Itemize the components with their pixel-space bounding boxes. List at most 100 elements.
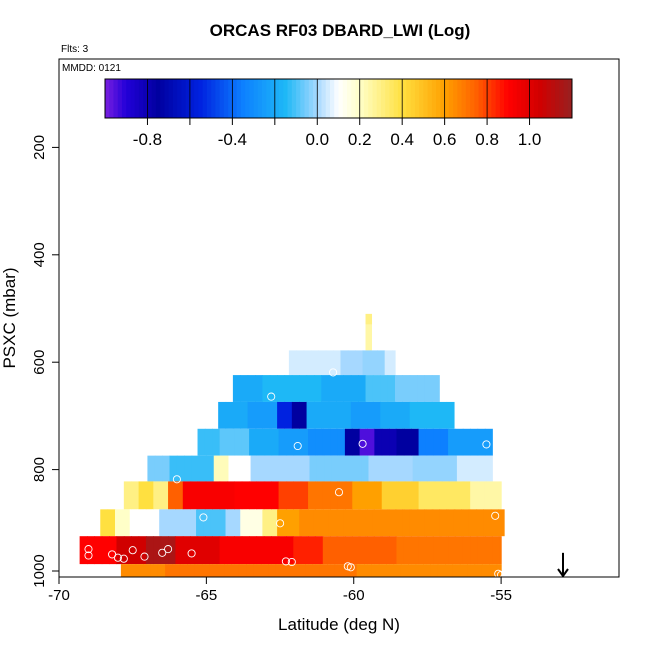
colorbar-cell (202, 79, 208, 118)
heatmap-cell (179, 564, 188, 577)
colorbar-cell (304, 79, 310, 118)
colorbar-cell (287, 79, 293, 118)
colorbar-cell (512, 79, 518, 118)
heatmap-cell (411, 536, 420, 565)
heatmap-cell (409, 509, 418, 537)
heatmap-cell (219, 428, 228, 456)
observation-point (128, 546, 137, 555)
x-axis-label: Latitude (deg N) (278, 615, 400, 634)
heatmap-cell (490, 509, 499, 537)
heatmap-cell (356, 564, 365, 577)
heatmap-cell (324, 455, 333, 482)
heatmap-cell (328, 509, 337, 537)
heatmap-cell (157, 564, 166, 577)
colorbar-cell (177, 79, 182, 118)
colorbar-cell (113, 79, 119, 118)
colorbar-cell (219, 79, 225, 118)
x-axis: Latitude (deg N) -70 -65 -60 -55 (48, 576, 512, 634)
heatmap-cell (374, 428, 383, 456)
heatmap-cell (336, 401, 345, 429)
heatmap-cell (213, 455, 222, 482)
heatmap-cell (486, 455, 493, 482)
heatmap-cell (395, 509, 403, 537)
observation-point (158, 548, 167, 557)
heatmap-cell (418, 481, 427, 510)
heatmap-cell (499, 536, 502, 565)
heatmap-cell (219, 481, 228, 510)
heatmap-cell (336, 509, 345, 537)
heatmap-cell (365, 401, 374, 429)
heatmap-cell (481, 564, 490, 577)
heatmap-cell (403, 536, 412, 565)
heatmap-cell (483, 509, 492, 537)
heatmap-cell (389, 481, 398, 510)
heatmap-cell (408, 564, 417, 577)
observation-point (491, 511, 500, 520)
arrow-head (557, 568, 569, 578)
heatmap-cell (181, 509, 190, 537)
colorbar-cell (228, 79, 233, 118)
heatmap-cell (395, 375, 403, 402)
heatmap-cell (299, 401, 308, 429)
observation-point (113, 553, 122, 562)
heatmap-cell (339, 455, 347, 482)
heatmap-cell (371, 564, 380, 577)
heatmap-cell (284, 375, 293, 402)
heatmap-cell (318, 350, 327, 376)
heatmap-cell (247, 401, 256, 429)
heatmap-cell (145, 536, 154, 565)
colorbar-cell (245, 79, 250, 118)
heatmap-cell (203, 509, 212, 537)
heatmap-cell (464, 455, 473, 482)
heatmap-cell (94, 536, 103, 565)
heatmap-cell (218, 401, 227, 429)
colorbar-cell (389, 79, 395, 118)
heatmap-cell (470, 536, 479, 565)
heatmap-cell (337, 536, 346, 565)
heatmap-cell (187, 564, 196, 577)
heatmap-cell (365, 313, 373, 325)
y-axis-label: PSXC (mbar) (0, 267, 19, 368)
heatmap-cell (291, 375, 300, 402)
heatmap-cell (255, 401, 263, 429)
heatmap-cell (172, 564, 181, 577)
colorbar-cell (266, 79, 272, 118)
heatmap-cell (330, 536, 339, 565)
heatmap-cell (387, 375, 396, 402)
colorbar-cell (274, 79, 280, 118)
heatmap-cell (293, 536, 302, 565)
heatmap-cell (256, 481, 265, 510)
colorbar: -0.8 -0.4 0.0 0.2 0.4 0.6 0.8 1.0 (104, 78, 573, 149)
observation-point (187, 549, 196, 558)
heatmap-cell (308, 536, 317, 565)
heatmap-cell (392, 350, 396, 376)
colorbar-cell (478, 79, 484, 118)
colorbar-cell (533, 79, 539, 118)
heatmap-cell (431, 401, 440, 429)
heatmap-cell (367, 428, 375, 456)
heatmap-cell (431, 375, 440, 402)
heatmap-cell (325, 350, 334, 376)
heatmap-cell (224, 564, 233, 577)
heatmap-cell (397, 455, 406, 482)
heatmap-cell (352, 428, 361, 456)
heatmap-cell (231, 564, 240, 577)
heatmap-cell (250, 455, 259, 482)
colorbar-cell (181, 79, 187, 118)
colorbar-cell (423, 79, 429, 118)
heatmap-cell (256, 536, 265, 565)
colorbar-cell (300, 79, 306, 118)
heatmap-cell (197, 536, 206, 565)
colorbar-cell (397, 79, 403, 118)
heatmap-cell (288, 350, 297, 376)
colorbar-cell (313, 79, 318, 118)
heatmap-cell (300, 536, 309, 565)
heatmap-cell (358, 401, 367, 429)
colorbar-cell (461, 79, 467, 118)
colorbar-cell (253, 79, 259, 118)
heatmap-cell (287, 455, 296, 482)
heatmap-cell (123, 481, 132, 510)
heatmap-cell (367, 536, 375, 565)
chart-title: ORCAS RF03 DBARD_LWI (Log) (210, 21, 471, 40)
heatmap-cell (116, 536, 125, 565)
